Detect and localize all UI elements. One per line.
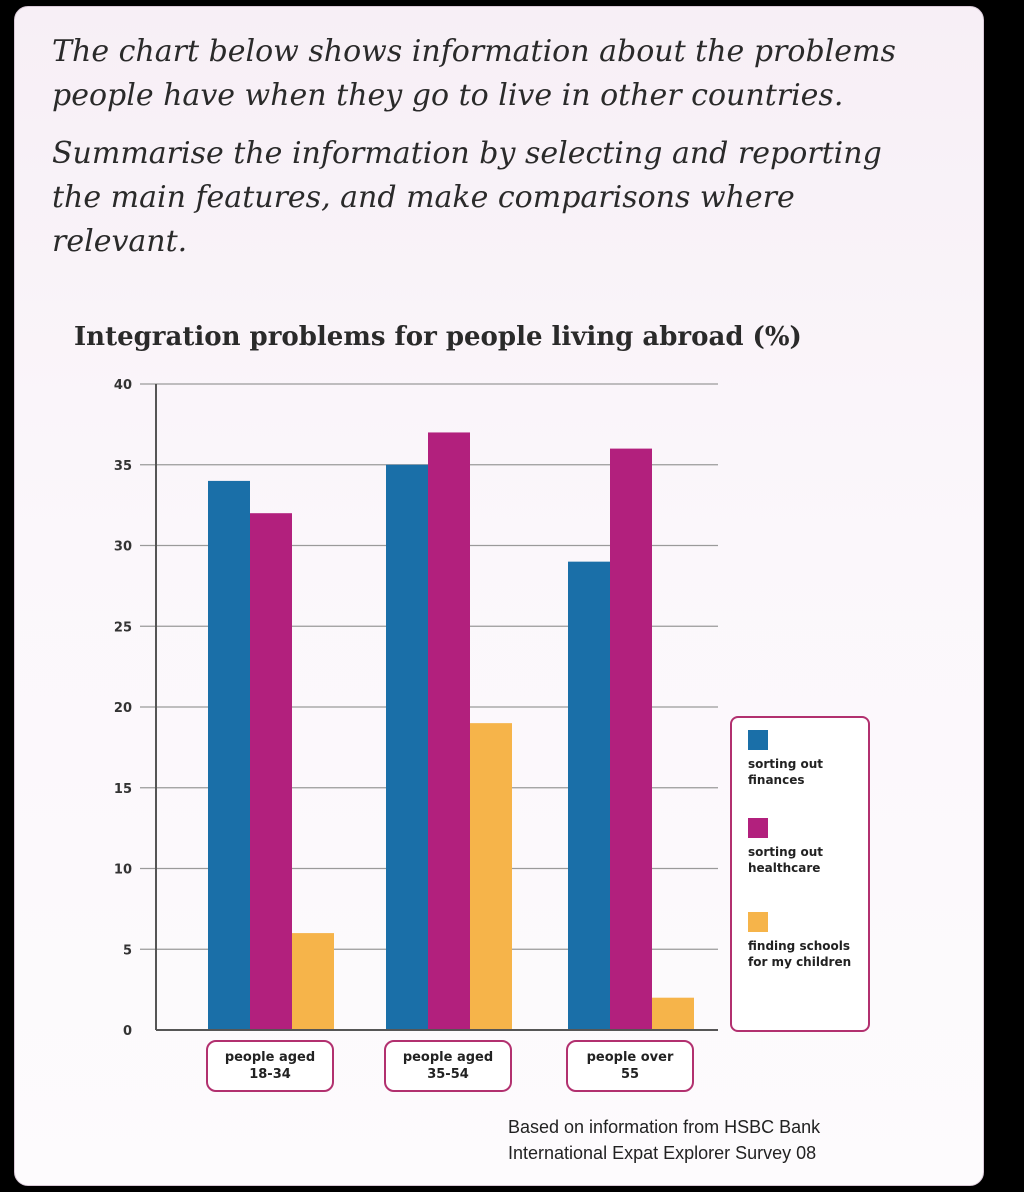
chart-title: Integration problems for people living a… [74,322,802,352]
legend-label-schools: finding schools for my children [748,939,852,969]
bar-healthcare-3 [610,448,652,1031]
legend-label-healthcare: sorting out healthcare [748,845,823,875]
category-label-35-54: people aged 35-54 [384,1040,512,1092]
y-tick-label-35: 35 [114,459,132,474]
y-tick-label-15: 15 [114,782,132,797]
bar-finances-1 [208,480,250,1030]
category-label-over-55: people over 55 [566,1040,694,1092]
legend-label-finances: sorting out finances [748,757,823,787]
task-prompt: The chart below shows information about … [52,30,912,278]
bar-healthcare-1 [250,513,292,1030]
legend-swatch-healthcare [748,818,768,838]
bar-schools-1 [292,933,334,1030]
bar-schools-3 [652,997,694,1030]
legend-swatch-schools [748,912,768,932]
legend-swatch-finances [748,730,768,750]
y-tick-label-10: 10 [114,863,132,878]
legend-item-finances: sorting out finances [748,730,864,788]
bar-finances-3 [568,561,610,1030]
legend-item-schools: finding schools for my children [748,912,864,970]
category-label-18-34: people aged 18-34 [206,1040,334,1092]
y-tick-label-40: 40 [114,378,132,393]
source-note: Based on information from HSBC Bank Inte… [508,1117,821,1163]
y-tick-label-0: 0 [123,1024,132,1039]
prompt-paragraph-1: The chart below shows information about … [52,34,896,113]
legend-item-healthcare: sorting out healthcare [748,818,864,876]
chart-legend: sorting out finances sorting out healthc… [730,716,870,1032]
prompt-paragraph-2: Summarise the information by selecting a… [52,136,882,259]
bar-schools-2 [470,723,512,1030]
bar-healthcare-2 [428,432,470,1030]
y-tick-label-25: 25 [114,620,132,635]
y-tick-label-5: 5 [123,943,132,958]
y-tick-label-30: 30 [114,540,132,555]
y-tick-label-20: 20 [114,701,132,716]
bar-finances-2 [386,464,428,1030]
